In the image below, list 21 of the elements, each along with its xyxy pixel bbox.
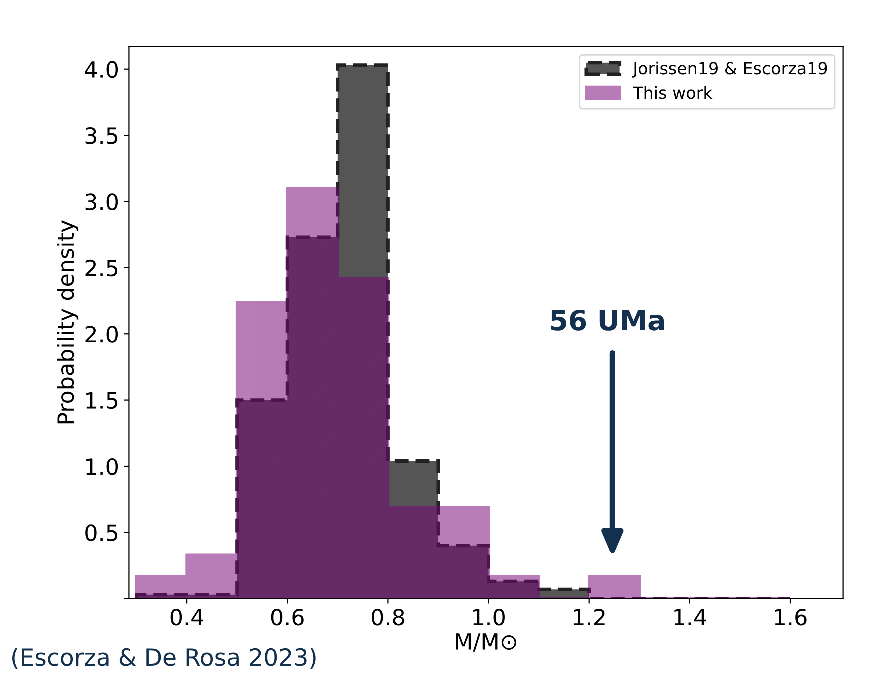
x-tick-label: 0.8 [372,608,404,626]
x-tick-label: 1.0 [474,608,505,626]
x-tick-label: 0.4 [170,608,204,626]
y-tick-label: 0.5 [86,524,118,542]
annotation: 56 UMa [551,310,664,331]
y-axis-title: Probability density [57,220,79,424]
y-tick-label: 1.0 [86,458,118,476]
y-tick-label: 3.0 [86,194,118,210]
y-tick-label: 4.0 [85,61,118,78]
x-axis-title: M/M⊙ [456,634,516,652]
x-tick-label: 1.2 [574,608,605,626]
y-tick-label: 2.0 [86,326,118,343]
y-tick-label: 1.5 [86,392,118,410]
x-tick-label: 0.6 [271,608,304,626]
text: (Escorza & De Rosa 2023) [12,648,316,670]
x-tick-label: 1.6 [775,608,807,626]
y-tick-label: 3.5 [86,127,118,144]
y-tick-label: 2.5 [86,260,118,277]
legend-label: Jorissen19 & Escorza19 [632,62,828,78]
x-tick-label: 1.4 [674,609,706,626]
legend-label: This work [633,86,713,100]
